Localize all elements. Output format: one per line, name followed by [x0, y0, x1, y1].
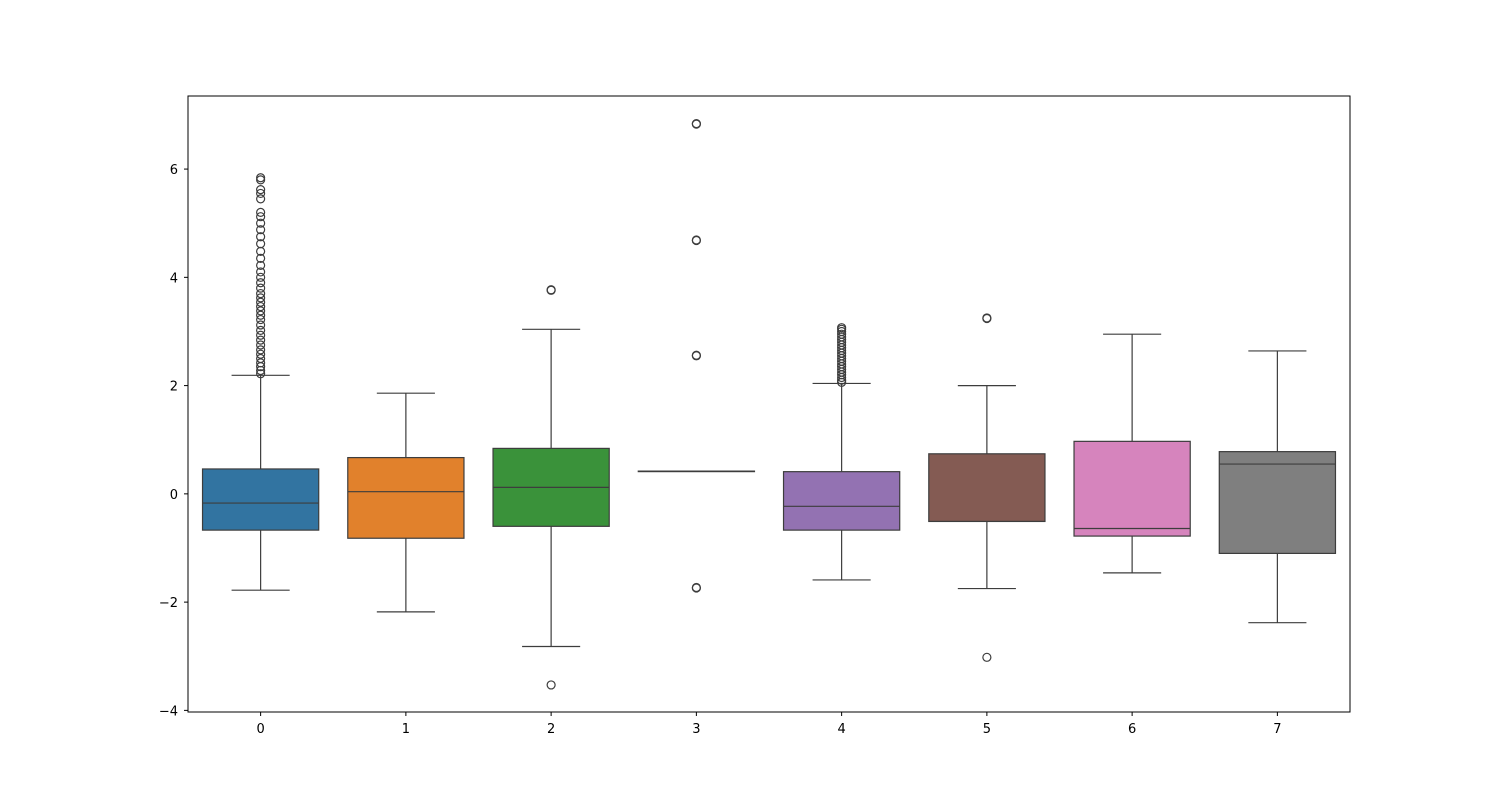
x-tick-label: 5 [983, 722, 991, 737]
outlier-point [256, 260, 266, 271]
outlier-point [256, 225, 266, 235]
outlier-point [256, 173, 266, 183]
outlier-point [256, 349, 266, 359]
outlier-point [256, 369, 266, 379]
outlier-point [256, 218, 266, 228]
outlier-point [256, 194, 266, 204]
box-iqr [347, 456, 465, 539]
outlier-point [256, 358, 266, 368]
outlier-point [256, 232, 266, 242]
y-tick-label: 2 [170, 380, 178, 395]
outlier-point [691, 235, 701, 245]
outlier-point [256, 283, 266, 293]
outlier-point [256, 288, 266, 299]
outlier-point [256, 278, 266, 288]
outlier-point [256, 293, 266, 303]
outlier-point [256, 267, 266, 277]
y-tick-label: −2 [159, 596, 178, 611]
x-tick-label: 1 [402, 722, 410, 737]
outlier-point [256, 325, 266, 335]
outlier-point [256, 239, 266, 249]
outlier-point [256, 212, 266, 222]
outlier-point [691, 119, 701, 129]
outlier-point [256, 353, 266, 364]
box-group-2 [492, 285, 610, 690]
box-group-6 [1073, 333, 1191, 574]
x-tick-label: 3 [692, 722, 700, 737]
box-group-7 [1218, 350, 1337, 624]
box-group-0 [201, 173, 320, 591]
outlier-point [256, 345, 266, 355]
outlier-point [256, 272, 266, 282]
outlier-point [982, 313, 992, 323]
x-tick-label: 7 [1273, 722, 1281, 737]
box-group-1 [347, 392, 465, 613]
box-group-5 [928, 313, 1046, 662]
box-iqr [1218, 451, 1337, 554]
box-iqr [1073, 440, 1191, 537]
box-iqr [782, 471, 901, 531]
outlier-point [837, 323, 847, 333]
x-tick-label: 4 [837, 722, 845, 737]
outlier-point [256, 340, 266, 350]
outlier-point [256, 297, 266, 307]
plot-area [201, 119, 1337, 690]
outlier-point [256, 320, 266, 330]
y-tick-label: 6 [170, 163, 178, 178]
box-iqr [201, 468, 320, 531]
box-group-3 [637, 119, 756, 593]
box-group-4 [782, 323, 901, 581]
outlier-point [256, 314, 266, 325]
outlier-point [837, 329, 847, 339]
y-tick-label: 0 [170, 488, 178, 503]
x-tick-label: 0 [256, 722, 264, 737]
outlier-point [256, 301, 266, 312]
outlier-point [256, 185, 266, 195]
outlier-point [256, 207, 266, 217]
outlier-point [691, 583, 701, 593]
outlier-point [256, 310, 266, 320]
outlier-point [256, 330, 266, 340]
outlier-point [546, 680, 556, 690]
box-iqr [928, 453, 1046, 523]
outlier-point [982, 652, 992, 662]
outlier-point [256, 335, 266, 345]
y-tick-label: −4 [159, 704, 178, 719]
axes: 0 1 2 3 4 5 6 7 −4 −2 0 2 4 6 [159, 163, 1282, 737]
outlier-point [546, 285, 556, 295]
x-tick-label: 6 [1128, 722, 1136, 737]
outlier-point [256, 253, 266, 263]
outlier-point [691, 350, 701, 360]
outlier-point [256, 188, 266, 199]
x-tick-label: 2 [547, 722, 555, 737]
outlier-point [256, 306, 266, 316]
y-tick-label: 4 [170, 271, 178, 286]
axes-frame [187, 95, 1351, 713]
